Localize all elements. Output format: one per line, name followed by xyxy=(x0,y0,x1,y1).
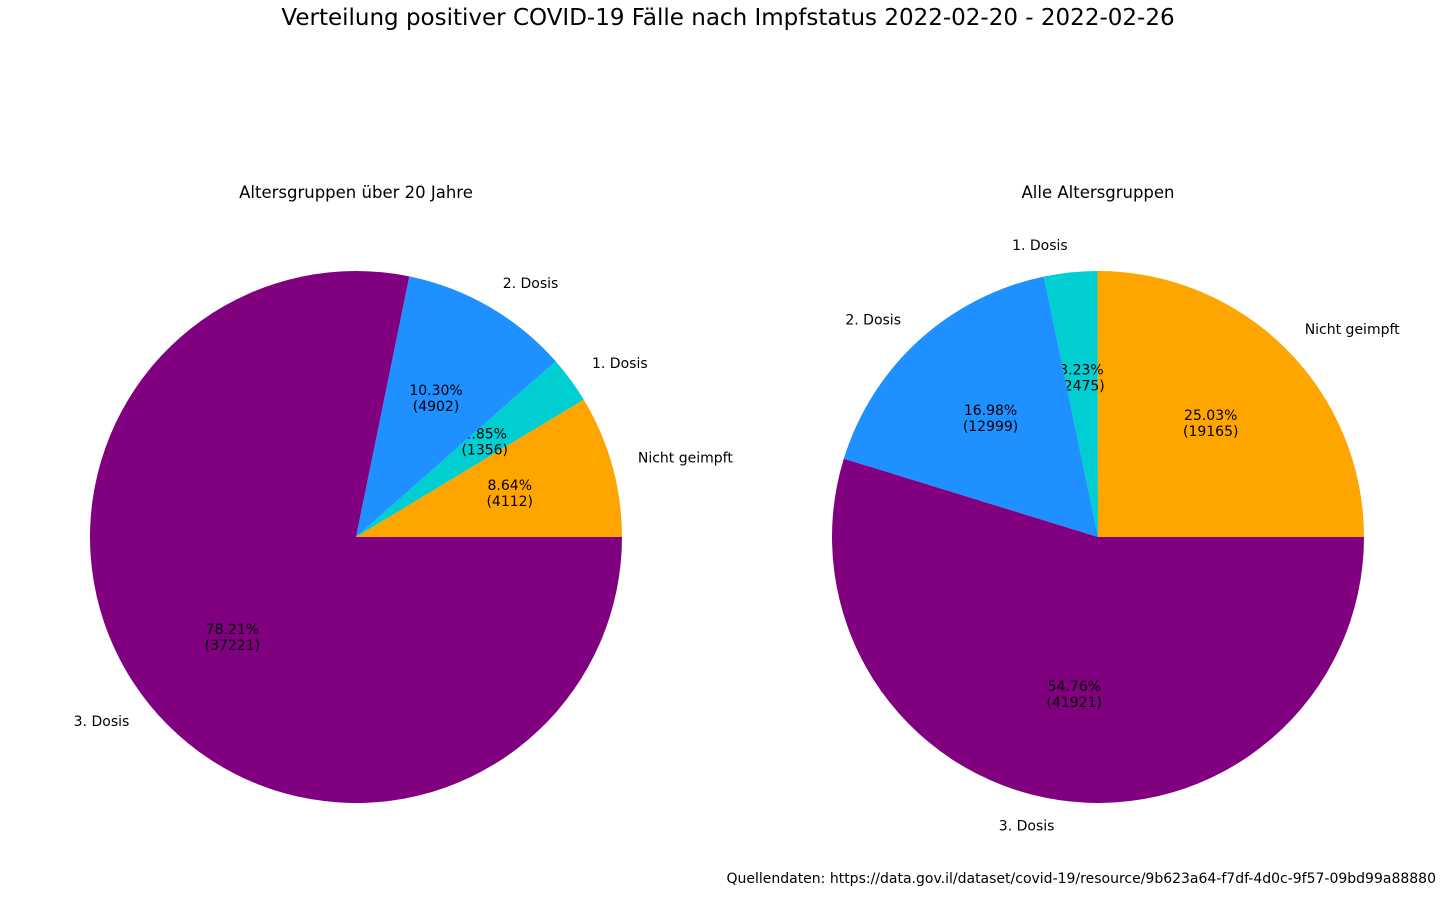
subplot-title: Altersgruppen über 20 Jahre xyxy=(239,183,473,202)
figure-title: Verteilung positiver COVID-19 Fälle nach… xyxy=(281,5,1175,31)
pie-slice-3-dosis xyxy=(90,270,623,803)
slice-count-nicht-geimpft: (19165) xyxy=(1183,424,1238,440)
slice-count-1-dosis: (2475) xyxy=(1058,378,1105,394)
slice-label-nicht-geimpft: Nicht geimpft xyxy=(1305,322,1400,338)
slice-label-2-dosis: 2. Dosis xyxy=(845,313,901,329)
slice-percent-2-dosis: 10.30% xyxy=(409,383,462,399)
slice-count-3-dosis: (41921) xyxy=(1047,695,1102,711)
slice-count-2-dosis: (12999) xyxy=(963,419,1018,435)
pie-slice-nicht-geimpft xyxy=(356,399,622,537)
pie-slice-1-dosis xyxy=(356,361,584,537)
source-note: Quellendaten: https://data.gov.il/datase… xyxy=(726,871,1436,887)
slice-label-1-dosis: 1. Dosis xyxy=(592,356,648,372)
slice-label-nicht-geimpft: Nicht geimpft xyxy=(638,451,733,467)
slice-label-3-dosis: 3. Dosis xyxy=(999,818,1055,834)
slice-label-3-dosis: 3. Dosis xyxy=(74,714,130,730)
slice-percent-3-dosis: 78.21% xyxy=(206,622,259,638)
slice-label-1-dosis: 1. Dosis xyxy=(1012,238,1068,254)
pie-chart-all-ages: Alle Altersgruppen Nicht geimpft 25.03%(19… xyxy=(832,183,1400,834)
slice-count-nicht-geimpft: (4112) xyxy=(486,494,533,510)
slice-count-1-dosis: (1356) xyxy=(461,443,508,459)
slice-percent-2-dosis: 16.98% xyxy=(964,403,1017,419)
pie-slice-nicht-geimpft xyxy=(1097,270,1365,537)
slice-percent-3-dosis: 54.76% xyxy=(1048,679,1101,695)
subplot-title: Alle Altersgruppen xyxy=(1022,183,1175,202)
pie-slice-2-dosis xyxy=(843,276,1098,537)
pie-slice-3-dosis xyxy=(832,458,1364,804)
slice-count-2-dosis: (4902) xyxy=(413,399,460,415)
slice-percent-nicht-geimpft: 8.64% xyxy=(488,478,532,494)
pie-chart-over-20: Altersgruppen über 20 Jahre Nicht geimpft… xyxy=(74,183,733,803)
slice-label-2-dosis: 2. Dosis xyxy=(503,276,559,292)
slice-count-3-dosis: (37221) xyxy=(205,638,260,654)
slice-percent-1-dosis: 3.23% xyxy=(1059,362,1103,378)
slice-percent-nicht-geimpft: 25.03% xyxy=(1184,408,1237,424)
pie-slice-1-dosis xyxy=(1043,271,1098,537)
pie-slice-2-dosis xyxy=(356,276,556,537)
